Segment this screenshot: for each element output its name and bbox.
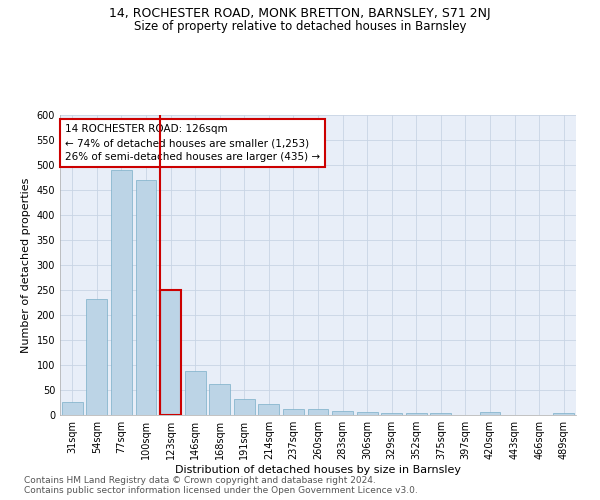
Bar: [529, 414, 550, 415]
Bar: [553, 412, 574, 415]
Bar: [185, 371, 206, 415]
Bar: [479, 412, 500, 415]
Bar: [234, 398, 255, 415]
Bar: [62, 402, 83, 415]
Bar: [209, 384, 230, 415]
Bar: [381, 412, 402, 415]
Text: Size of property relative to detached houses in Barnsley: Size of property relative to detached ho…: [134, 20, 466, 33]
Bar: [406, 413, 427, 415]
Text: 14 ROCHESTER ROAD: 126sqm
← 74% of detached houses are smaller (1,253)
26% of se: 14 ROCHESTER ROAD: 126sqm ← 74% of detac…: [65, 124, 320, 162]
Bar: [86, 298, 107, 415]
Bar: [455, 414, 476, 415]
Text: Contains HM Land Registry data © Crown copyright and database right 2024.
Contai: Contains HM Land Registry data © Crown c…: [24, 476, 418, 495]
Bar: [332, 410, 353, 415]
Bar: [111, 170, 132, 415]
Y-axis label: Number of detached properties: Number of detached properties: [21, 178, 31, 352]
Bar: [504, 414, 525, 415]
Bar: [283, 408, 304, 415]
X-axis label: Distribution of detached houses by size in Barnsley: Distribution of detached houses by size …: [175, 465, 461, 475]
Bar: [308, 409, 328, 415]
Text: 14, ROCHESTER ROAD, MONK BRETTON, BARNSLEY, S71 2NJ: 14, ROCHESTER ROAD, MONK BRETTON, BARNSL…: [109, 8, 491, 20]
Bar: [430, 412, 451, 415]
Bar: [136, 180, 157, 415]
Bar: [259, 404, 280, 415]
Bar: [356, 412, 377, 415]
Bar: [160, 290, 181, 415]
